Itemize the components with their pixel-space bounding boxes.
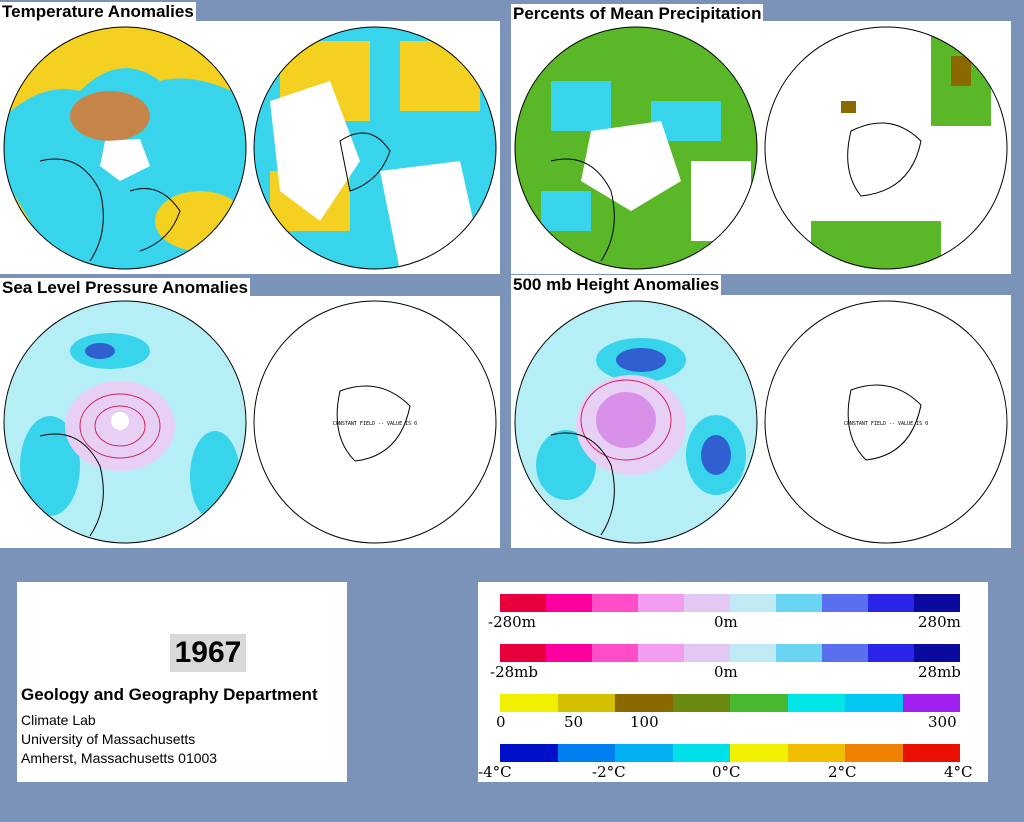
precip-label-0: 0 (496, 713, 506, 731)
temp-label-2: -2°C (592, 763, 626, 781)
precip-color-segment (615, 694, 673, 712)
pressure-label-left: -28mb (490, 663, 538, 681)
precip-label-300: 300 (928, 713, 957, 731)
height-color-segment (776, 594, 822, 612)
height-color-segment (730, 594, 776, 612)
precip-colorbar (500, 694, 960, 712)
pressure-color-segment (776, 644, 822, 662)
temp-color-segment (730, 744, 788, 762)
precipitation-maps (514, 26, 1008, 270)
pressure-color-segment (868, 644, 914, 662)
temp-color-segment (557, 744, 615, 762)
slp-title: Sea Level Pressure Anomalies (0, 278, 251, 298)
temp-color-segment (500, 744, 558, 762)
pressure-colorbar (500, 644, 960, 662)
pressure-color-segment (500, 644, 546, 662)
temp-label-5: 4°C (944, 763, 973, 781)
height500-southern-hemisphere (764, 300, 1008, 544)
height500-maps: CONSTANT FIELD -- VALUE IS 0 (514, 300, 1008, 544)
info-line-1: Climate Lab (21, 712, 96, 728)
precipitation-southern-hemisphere (765, 27, 1007, 269)
pressure-label-center: 0m (714, 663, 738, 681)
pressure-color-segment (914, 644, 960, 662)
precipitation-title: Percents of Mean Precipitation (511, 4, 764, 24)
precip-color-segment (672, 694, 730, 712)
precip-color-segment (845, 694, 903, 712)
height-label-left: -280m (488, 613, 536, 631)
precip-color-segment (902, 694, 960, 712)
pressure-color-segment (546, 644, 592, 662)
precip-color-segment (730, 694, 788, 712)
precip-color-segment (557, 694, 615, 712)
height500-panel: CONSTANT FIELD -- VALUE IS 0 (511, 295, 1011, 548)
height-color-segment (684, 594, 730, 612)
info-line-2: University of Massachusetts (21, 731, 196, 747)
temp-label-1: -4°C (478, 763, 512, 781)
pressure-color-segment (822, 644, 868, 662)
temperature-northern-hemisphere (4, 27, 246, 269)
height-label-right: 280m (918, 613, 961, 631)
height500-title: 500 mb Height Anomalies (511, 275, 722, 295)
height-color-segment (500, 594, 546, 612)
temp-color-segment (672, 744, 730, 762)
pressure-color-segment (684, 644, 730, 662)
height-color-segment (592, 594, 638, 612)
pressure-color-segment (638, 644, 684, 662)
pressure-label-right: 28mb (918, 663, 961, 681)
height500-northern-hemisphere (515, 301, 757, 543)
temp-color-segment (902, 744, 960, 762)
height-color-segment (822, 594, 868, 612)
height-color-segment (868, 594, 914, 612)
slp-maps: CONSTANT FIELD -- VALUE IS 0 (3, 300, 497, 544)
temp-colorbar (500, 744, 960, 762)
height-color-segment (914, 594, 960, 612)
slp-southern-hemisphere (253, 300, 497, 544)
temperature-southern-hemisphere (254, 27, 496, 269)
precip-label-50: 50 (564, 713, 584, 731)
height-color-segment (638, 594, 684, 612)
slp-constant-field-note: CONSTANT FIELD -- VALUE IS 0 (333, 421, 417, 427)
year-label: 1967 (170, 634, 246, 672)
temperature-maps (3, 26, 497, 270)
pressure-color-segment (730, 644, 776, 662)
temperature-title: Temperature Anomalies (0, 2, 196, 22)
precipitation-northern-hemisphere (515, 27, 757, 269)
temperature-panel (0, 21, 500, 274)
legend-panel: -280m 0m 280m -28mb 0m 28mb 0 50 100 300… (478, 582, 988, 782)
pressure-color-segment (592, 644, 638, 662)
precip-color-segment (787, 694, 845, 712)
temp-color-segment (845, 744, 903, 762)
slp-panel: CONSTANT FIELD -- VALUE IS 0 (0, 296, 500, 548)
height-label-center: 0m (714, 613, 738, 631)
slp-northern-hemisphere (4, 301, 246, 543)
temp-color-segment (615, 744, 673, 762)
temp-label-3: 0°C (712, 763, 741, 781)
height500-constant-field-note: CONSTANT FIELD -- VALUE IS 0 (844, 421, 928, 427)
height-color-segment (546, 594, 592, 612)
temp-label-4: 2°C (828, 763, 857, 781)
temp-color-segment (787, 744, 845, 762)
precipitation-panel (511, 21, 1011, 274)
info-line-3: Amherst, Massachusetts 01003 (21, 750, 218, 766)
precip-label-100: 100 (630, 713, 659, 731)
department-name: Geology and Geography Department (21, 685, 318, 704)
info-box: 1967 Geology and Geography Department Cl… (17, 582, 347, 782)
height-colorbar (500, 594, 960, 612)
precip-color-segment (500, 694, 558, 712)
